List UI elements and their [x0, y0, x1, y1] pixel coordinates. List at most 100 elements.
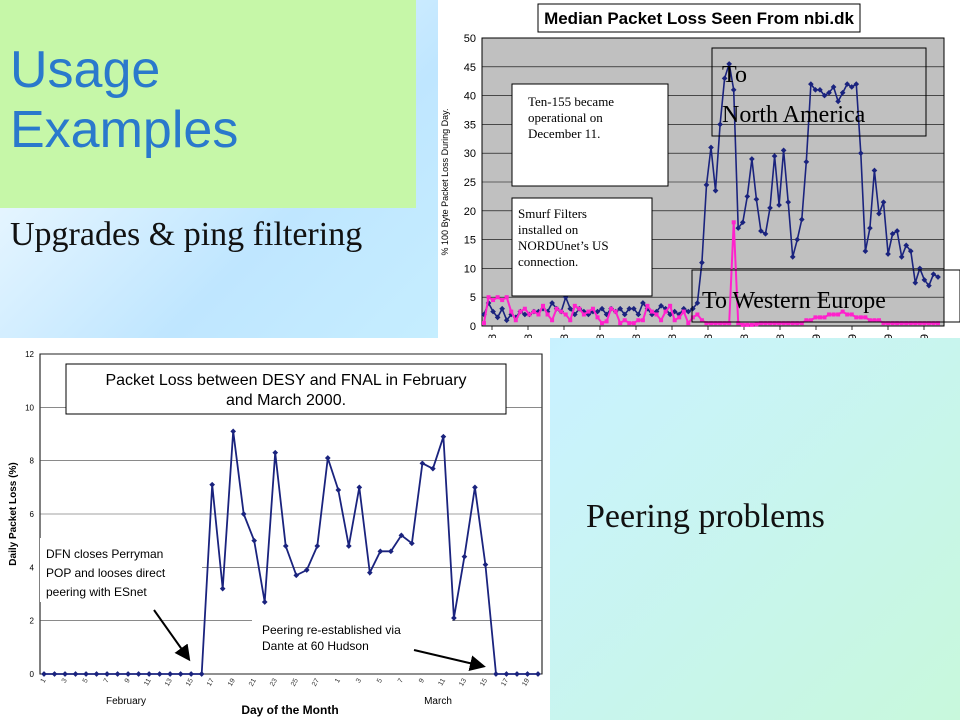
chart1-data-point: [926, 282, 932, 289]
chart1-data-point: [876, 318, 881, 323]
chart1-annotation-box-we: [691, 269, 960, 323]
chart1-data-point: [763, 321, 768, 326]
chart2-x-tick-label: 7: [103, 677, 111, 684]
chart2-annotation-bg-dfn: [40, 538, 202, 602]
chart1-y-tick-label: 0: [470, 321, 476, 333]
chart1-data-point: [499, 305, 505, 312]
chart1-data-point: [503, 317, 510, 324]
chart1-data-point: [899, 321, 904, 326]
chart2-data-point: [345, 543, 352, 549]
chart2-x-tick-label: 11: [437, 677, 447, 687]
chart1-data-point: [753, 196, 760, 203]
chart1-data-point: [686, 321, 691, 326]
chart1-data-point: [840, 309, 845, 314]
chart1-data-point: [631, 321, 636, 326]
chart1-y-tick-label: 30: [464, 148, 476, 160]
chart2-x-tick-label: 13: [164, 677, 174, 687]
chart2-x-tick-label: 19: [227, 677, 237, 687]
chart1-data-point: [830, 84, 837, 90]
chart1-data-point: [595, 315, 600, 320]
chart1-data-point: [894, 228, 900, 234]
chart1-y-tick-label: 5: [470, 292, 476, 304]
chart1-data-point: [786, 321, 791, 326]
chart1-data-point: [685, 308, 692, 315]
chart1-data-point: [490, 308, 496, 315]
chart1-data-point: [717, 121, 723, 128]
chart1-x-tick-label: /98: [523, 334, 535, 338]
slide-title-line1: Usage: [10, 41, 161, 99]
chart1-data-point: [762, 231, 769, 237]
chart1-data-point: [586, 309, 591, 314]
chart2-data-point: [524, 671, 531, 677]
chart2-x-tick-label: 9: [124, 677, 132, 684]
chart2-x-tick-label: 5: [376, 677, 384, 684]
chart1-data-point: [563, 312, 568, 317]
chart2-data-point: [51, 671, 58, 677]
chart2-title: Packet Loss between DESY and FNAL in Feb…: [105, 372, 466, 409]
chart2-data-point: [114, 671, 121, 677]
chart1-data-point: [531, 309, 536, 314]
chart1-data-point: [812, 87, 819, 93]
chart2-x-tick-label: 19: [521, 677, 531, 687]
chart2-month-march: March: [424, 696, 452, 707]
chart1-x-tick-label: 1/3/99: [811, 334, 823, 338]
chart1-data-point: [917, 321, 922, 326]
chart1-data-point: [727, 321, 732, 326]
chart2-data-point: [41, 671, 47, 677]
chart2-x-tick-label: 17: [206, 677, 216, 687]
chart1-y-tick-label: 25: [464, 177, 476, 189]
chart1-data-point: [649, 309, 654, 314]
chart1-x-tick-label: 12/27/98: [775, 334, 787, 338]
chart1-y-axis-label: % 100 Byte Packet Loss During Day.: [440, 109, 450, 256]
chart2-y-axis-label: Daily Packet Loss (%): [8, 462, 19, 565]
chart1-data-point: [744, 193, 751, 200]
chart1-data-point: [721, 75, 728, 82]
chart1-data-point: [709, 321, 713, 326]
chart1-data-point: [630, 305, 637, 312]
chart1-data-point: [550, 318, 555, 323]
chart2-data-point: [135, 671, 142, 677]
chart1-x-tick-label: 1/24/99: [919, 334, 931, 338]
slide-title-line2: Examples: [10, 101, 239, 159]
chart2-x-tick-label: 21: [248, 677, 258, 687]
chart2-annotation-bg-peering: [252, 620, 452, 654]
chart2-data-point: [514, 671, 520, 677]
chart1-data-point: [831, 312, 836, 317]
chart1-x-tick-label: 12/20/98: [739, 334, 751, 338]
chart1-y-tick-label: 45: [464, 62, 476, 74]
chart1-data-point: [758, 228, 764, 234]
chart1-data-point: [904, 321, 909, 326]
chart1-data-point: [780, 147, 787, 154]
chart1-data-point: [758, 321, 763, 326]
chart1-data-point: [795, 321, 800, 326]
subtitle-upgrades: Upgrades & ping filtering: [10, 216, 363, 253]
chart2-data-point: [167, 671, 173, 677]
chart1-data-point: [794, 236, 801, 243]
chart1-data-point: [658, 303, 664, 309]
chart2-data-point: [472, 484, 478, 491]
chart1-data-point: [568, 318, 573, 323]
chart1-data-point: [926, 321, 931, 326]
chart1-data-point: [486, 295, 491, 300]
chart1-data-point: [712, 187, 719, 194]
chart2-data-point: [261, 599, 268, 605]
chart1-data-point: [789, 254, 796, 260]
chart1-data-point: [654, 312, 659, 317]
chart2-x-tick-label: 17: [500, 677, 510, 687]
chart1-title: Median Packet Loss Seen From nbi.dk: [544, 9, 854, 28]
chart2-data-point: [503, 671, 510, 677]
chart1-data-point: [527, 312, 532, 317]
chart1-data-point: [930, 271, 937, 277]
chart1-annotation-box-ten155: [511, 83, 669, 187]
chart1-data-point: [713, 321, 718, 326]
title-panel: [0, 0, 416, 208]
chart1-data-point: [872, 318, 877, 323]
chart1-data-point: [500, 298, 505, 303]
chart1-data-point: [518, 309, 523, 314]
chart1-data-point: [913, 321, 918, 326]
chart2-data-point: [188, 671, 194, 677]
chart2-x-tick-label: 25: [290, 677, 300, 687]
chart2-data-point: [451, 615, 457, 621]
chart2-data-point: [314, 543, 321, 549]
